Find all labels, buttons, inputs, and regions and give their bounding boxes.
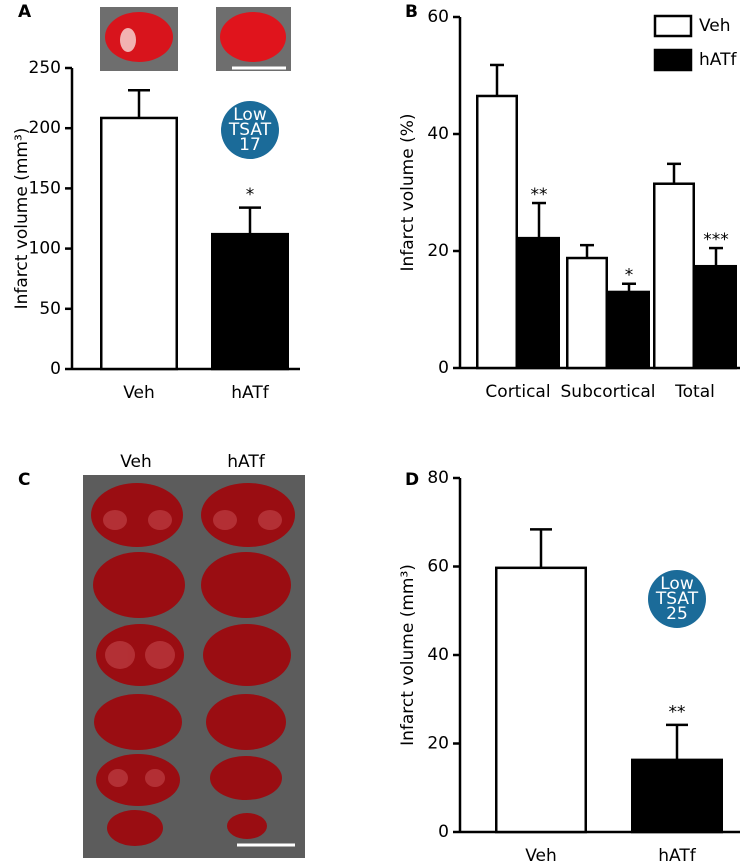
bar [476,94,518,370]
y-tick-label: 60 [427,557,449,577]
panel-letter: A [18,2,32,22]
badge [648,570,706,628]
y-axis-label: Infarct volume (mm³) [398,564,418,746]
significance: * [625,266,634,286]
badge-text: 25 [666,604,688,624]
y-tick-label: 0 [50,359,61,379]
bar [695,264,737,370]
y-tick-label: 80 [427,468,449,488]
bar [211,232,289,371]
x-tick-label: Subcortical [561,382,656,402]
significance: * [246,185,255,205]
legend-swatch [653,48,693,72]
bar [566,256,608,370]
panel-letter: D [405,470,419,490]
y-tick-label: 40 [427,124,449,144]
bar [653,182,695,370]
legend-swatch [653,14,693,38]
x-tick-label: hATf [658,846,696,866]
bar [495,566,587,834]
x-tick-label: Cortical [485,382,550,402]
y-tick-label: 0 [438,358,449,378]
y-tick-label: 150 [29,178,61,198]
badge-text: Low [233,105,267,125]
brain-thumbnails [100,7,291,71]
badge-text: 17 [239,135,261,155]
y-tick-label: 20 [427,734,449,754]
badge-text: TSAT [655,589,699,609]
x-tick-label: Veh [123,383,155,403]
x-tick-label: Total [674,382,715,402]
significance: ** [531,185,548,205]
y-tick-label: 250 [29,58,61,78]
x-tick-label: hATf [231,383,269,403]
column-label: hATf [227,452,265,472]
bar [631,758,723,834]
y-tick-label: 0 [438,822,449,842]
y-tick-label: 200 [29,118,61,138]
bar [518,236,560,370]
bar [100,116,178,371]
panel-letter: C [18,470,30,490]
column-label: Veh [120,452,152,472]
brain-slices-photo: C Veh hATf [18,452,305,858]
significance: *** [703,230,729,250]
legend-label: hATf [699,50,737,70]
bar [608,290,650,370]
badge-text: Low [660,574,694,594]
y-tick-label: 60 [427,7,449,27]
badge-text: TSAT [228,120,272,140]
badge [221,101,279,159]
y-axis-label: Infarct volume (%) [398,113,418,271]
significance: ** [669,702,686,722]
x-tick-label: Veh [525,846,557,866]
y-tick-label: 50 [39,299,61,319]
panel-letter: B [405,2,418,22]
y-axis-label: Infarct volume (mm³) [12,128,32,310]
y-tick-label: 100 [29,239,61,259]
legend-label: Veh [699,16,731,36]
y-tick-label: 20 [427,241,449,261]
y-tick-label: 40 [427,645,449,665]
